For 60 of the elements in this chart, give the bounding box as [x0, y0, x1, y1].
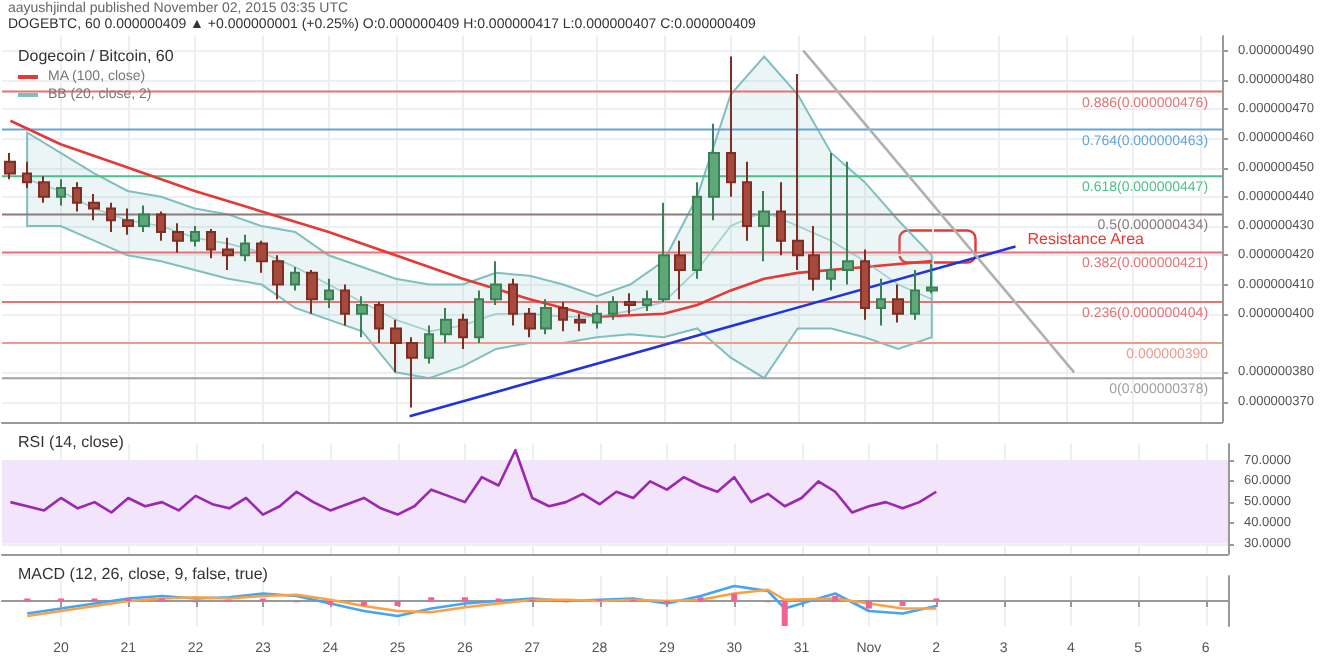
candlestick [708, 122, 720, 222]
candlestick [876, 277, 886, 327]
candlestick [72, 181, 82, 213]
line-series [26, 178, 933, 333]
candlestick [808, 225, 820, 292]
candlestick [508, 277, 518, 327]
candlestick [910, 268, 920, 321]
candlestick [842, 160, 854, 286]
candlestick [256, 239, 268, 274]
candlestick [222, 236, 234, 271]
candlestick [38, 175, 50, 204]
candlestick [892, 283, 904, 324]
candlestick [642, 289, 652, 312]
candlestick [458, 312, 468, 350]
candlestick [424, 324, 434, 365]
candlestick [624, 292, 636, 315]
candlestick [324, 277, 334, 309]
candlestick [122, 207, 134, 236]
candlestick [574, 312, 586, 333]
candlestick [356, 295, 368, 339]
candlestick [374, 301, 384, 345]
line-series [9, 448, 938, 516]
candlestick [156, 210, 166, 242]
candlestick [608, 295, 618, 321]
candlestick [106, 201, 116, 233]
candlestick [240, 233, 250, 263]
candlestick [22, 160, 32, 190]
candlestick [272, 254, 284, 301]
candlestick [658, 201, 670, 304]
candlestick [776, 181, 786, 257]
candlestick [406, 336, 418, 409]
candlestick [592, 304, 602, 330]
candlestick [742, 160, 752, 242]
chart-title: MACD (12, 26, close, 9, false, true) [18, 565, 269, 583]
candlestick [674, 239, 686, 301]
candlestick [540, 298, 552, 336]
candlestick [474, 289, 484, 345]
candlestick [172, 222, 184, 254]
candlestick [926, 263, 938, 295]
candlestick [138, 204, 150, 233]
candlestick [692, 181, 702, 280]
candlestick [440, 306, 452, 345]
candlestick [860, 248, 870, 321]
candlestick [758, 189, 770, 263]
candlestick [524, 306, 536, 339]
candlestick [306, 268, 318, 315]
candlestick [826, 151, 836, 292]
candlestick [4, 151, 16, 181]
candlestick [56, 178, 66, 207]
candlestick [206, 228, 216, 260]
chart-title: RSI (14, close) [18, 433, 125, 451]
candlestick [190, 225, 200, 248]
candlestick [390, 318, 402, 374]
annotation: Resistance Area [1027, 229, 1146, 248]
candlestick [558, 301, 568, 333]
candlestick [340, 283, 350, 327]
text: Dogecoin / Bitcoin, 60 [18, 47, 175, 65]
candlestick [88, 192, 100, 222]
candlestick [290, 266, 300, 292]
candlestick [490, 260, 502, 307]
